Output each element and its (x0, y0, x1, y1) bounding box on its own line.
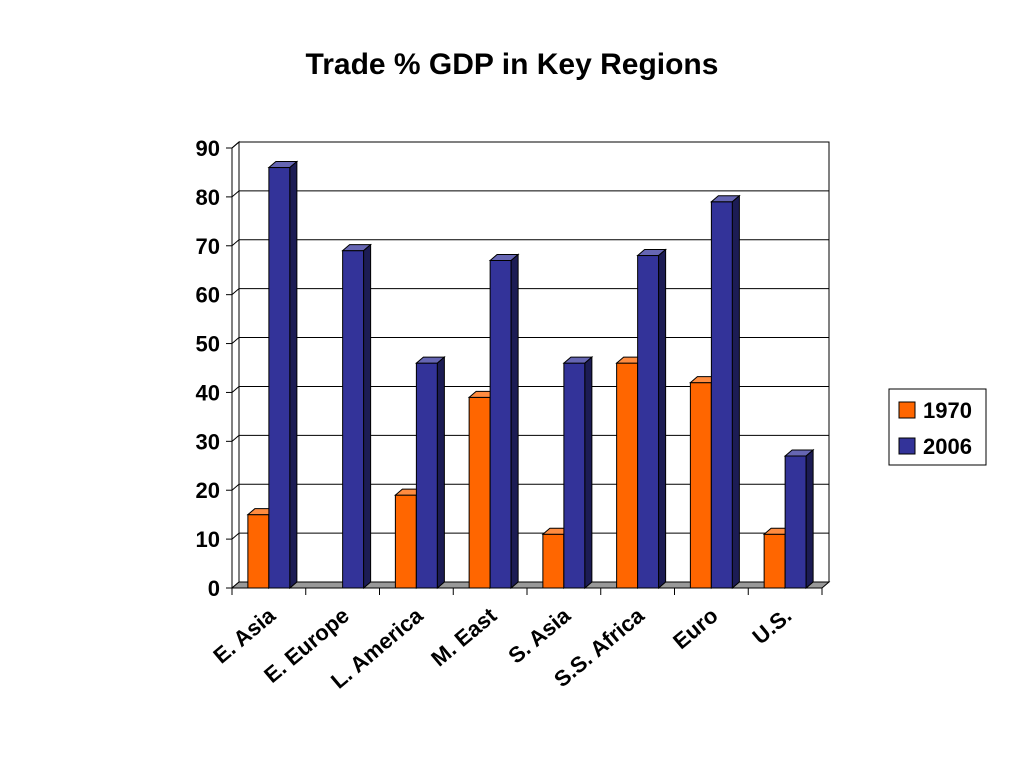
y-tick-label: 0 (208, 576, 220, 601)
y-tick-label: 20 (196, 478, 220, 503)
bar-front (710, 201, 733, 589)
gridline (231, 288, 829, 296)
bar-side (436, 356, 445, 590)
bar-front (689, 382, 712, 589)
y-tick-label: 90 (196, 136, 220, 161)
bar-front (542, 533, 565, 589)
side-wall (231, 140, 240, 590)
x-tick-label: U.S. (747, 603, 796, 650)
y-tick-label: 30 (196, 429, 220, 454)
chart-title: Trade % GDP in Key Regions (306, 48, 719, 81)
bar-side (510, 253, 519, 590)
bar (341, 243, 372, 590)
bar-front (637, 255, 660, 589)
bar-side (731, 194, 740, 590)
y-tick-label: 80 (196, 185, 220, 210)
bar-front (616, 362, 639, 589)
legend-label: 1970 (923, 398, 972, 423)
x-tick-label: M. East (426, 602, 502, 671)
gridline (231, 337, 829, 344)
bar-front (489, 259, 512, 589)
bar-side (805, 448, 814, 590)
bar (636, 248, 667, 590)
bar (710, 194, 741, 590)
floor (230, 581, 831, 589)
bar (562, 356, 594, 590)
bar-front (784, 455, 807, 589)
gridline (231, 190, 829, 198)
bar-front (468, 396, 491, 589)
bar-front (342, 250, 365, 589)
y-tick-label: 50 (196, 332, 220, 357)
bar-side (658, 248, 667, 590)
bar-front (763, 533, 786, 589)
y-tick-label: 60 (196, 283, 220, 308)
gridline (231, 141, 829, 149)
bar-side (289, 160, 298, 590)
bar-front (563, 362, 586, 589)
bar-front (247, 514, 270, 589)
gridline (231, 239, 829, 247)
bar-front (415, 362, 438, 589)
bar (415, 356, 446, 590)
y-tick-label: 10 (196, 527, 220, 552)
bar (488, 253, 520, 590)
bar (267, 160, 299, 590)
legend-label: 2006 (923, 434, 972, 459)
y-tick-label: 70 (196, 234, 220, 259)
legend-swatch (898, 401, 916, 419)
y-tick-label: 40 (196, 380, 220, 405)
bar-front (394, 494, 417, 589)
x-tick-label: Euro (668, 603, 722, 654)
bar-side (584, 356, 593, 590)
bar (783, 448, 815, 590)
back-wall (238, 141, 830, 583)
legend-swatch (898, 437, 916, 455)
bar-front (268, 167, 291, 589)
legend: 1970 2006 (888, 388, 987, 466)
bar-side (363, 243, 372, 590)
